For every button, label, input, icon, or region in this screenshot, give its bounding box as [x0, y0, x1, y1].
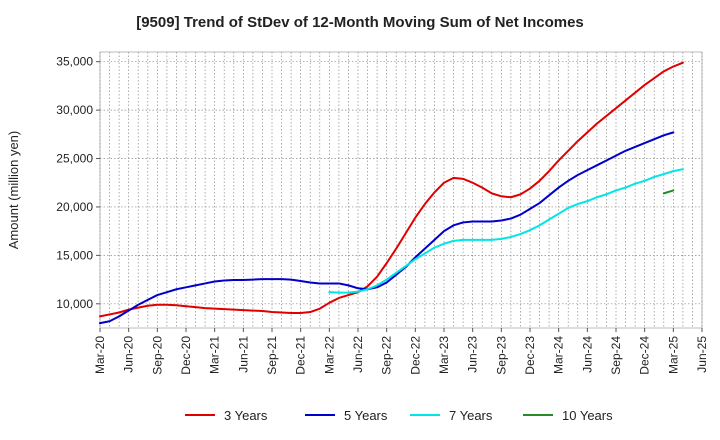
x-tick-label: Jun-23	[466, 336, 480, 373]
series-line-10-years	[662, 189, 675, 195]
legend-label-3-years: 3 Years	[224, 408, 268, 423]
y-axis-label: Amount (million yen)	[6, 131, 21, 250]
y-tick-label: 20,000	[56, 200, 93, 214]
x-tick-label: Jun-20	[122, 336, 136, 373]
grid-lines	[99, 52, 703, 328]
x-tick-label: Sep-24	[609, 336, 623, 375]
y-tick-labels: 10,000 15,000 20,000 25,000 30,000 35,000	[56, 55, 100, 311]
x-tick-label: Mar-24	[552, 336, 566, 374]
x-tick-label: Dec-23	[523, 336, 537, 375]
x-tick-label: Sep-20	[150, 336, 164, 375]
x-tick-label: Mar-22	[322, 336, 336, 374]
series-lines	[99, 61, 684, 325]
legend-label-5-years: 5 Years	[344, 408, 388, 423]
x-tick-label: Dec-24	[638, 336, 652, 375]
x-tick-label: Sep-23	[494, 336, 508, 375]
x-tick-labels: Mar-20 Jun-20 Sep-20 Dec-20 Mar-21 Jun-21 Sep-…	[93, 328, 709, 375]
y-tick-label: 15,000	[56, 248, 93, 262]
x-tick-label: Mar-20	[93, 336, 107, 374]
legend-label-10-years: 10 Years	[562, 408, 613, 423]
series-line-7-years	[328, 168, 684, 294]
x-tick-label: Mar-23	[437, 336, 451, 374]
x-tick-label: Mar-21	[208, 336, 222, 374]
series-line-5-years	[99, 131, 675, 325]
chart-title: [9509] Trend of StDev of 12-Month Moving…	[136, 14, 584, 31]
x-tick-label: Jun-24	[580, 336, 594, 373]
x-tick-label: Mar-25	[666, 336, 680, 374]
y-tick-label: 30,000	[56, 103, 93, 117]
x-tick-label: Dec-22	[408, 336, 422, 375]
x-tick-label: Dec-20	[179, 336, 193, 375]
y-tick-label: 25,000	[56, 152, 93, 166]
legend-label-7-years: 7 Years	[449, 408, 493, 423]
x-tick-label: Jun-22	[351, 336, 365, 373]
x-tick-label: Jun-21	[236, 336, 250, 373]
y-tick-label: 10,000	[56, 297, 93, 311]
legend: 3 Years 5 Years 7 Years 10 Years	[185, 408, 613, 423]
x-tick-label: Dec-21	[294, 336, 308, 375]
y-tick-label: 35,000	[56, 55, 93, 69]
series-line-3-years	[99, 61, 684, 318]
x-tick-label: Sep-22	[380, 336, 394, 375]
x-tick-label: Sep-21	[265, 336, 279, 375]
x-tick-label: Jun-25	[695, 336, 709, 373]
